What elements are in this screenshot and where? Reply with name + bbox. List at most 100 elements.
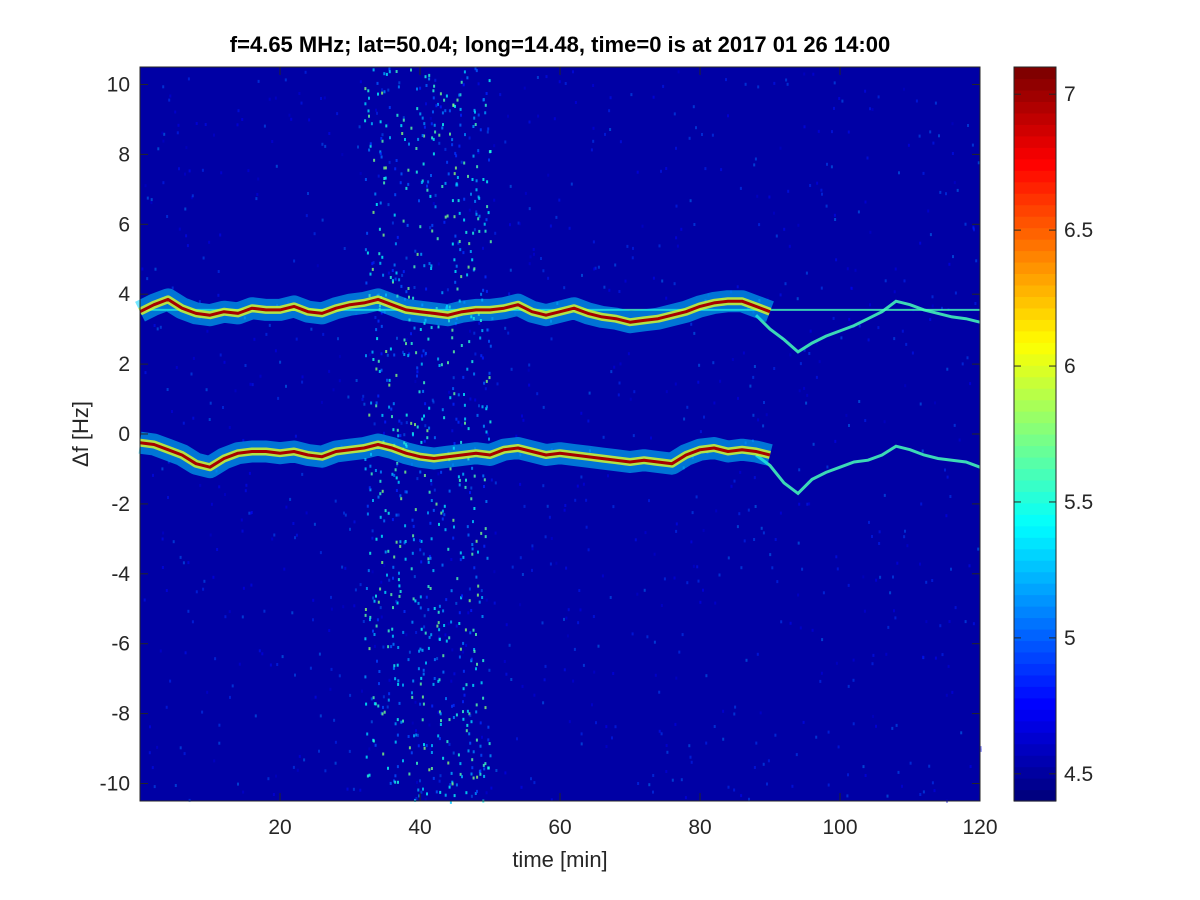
noise-speck <box>558 198 561 202</box>
colorbar-tick-label: 5 <box>1064 627 1076 650</box>
noise-speck <box>896 561 899 565</box>
colorbar-step <box>1014 755 1056 768</box>
noise-speck <box>884 279 887 283</box>
noise-speck <box>471 360 474 364</box>
noise-speck <box>934 401 936 405</box>
noise-speck <box>809 329 812 333</box>
noise-speck <box>423 134 426 138</box>
noise-speck <box>381 561 384 564</box>
noise-speck <box>925 580 928 584</box>
noise-speck <box>471 766 474 770</box>
noise-speck <box>169 679 172 683</box>
noise-speck <box>455 624 458 628</box>
y-tick-label: -2 <box>111 493 130 516</box>
noise-speck <box>428 73 431 77</box>
y-tick-label: 10 <box>107 73 130 96</box>
noise-speck <box>380 368 383 372</box>
noise-speck <box>666 750 669 754</box>
noise-speck <box>536 392 539 396</box>
noise-speck <box>381 255 384 259</box>
noise-speck <box>265 332 268 336</box>
noise-speck <box>779 293 782 297</box>
trace-layer <box>135 288 981 496</box>
noise-speck <box>490 786 493 790</box>
noise-speck <box>475 710 478 714</box>
noise-speck <box>847 773 849 777</box>
noise-speck <box>755 741 758 745</box>
noise-speck <box>465 478 467 482</box>
noise-speck <box>441 111 444 115</box>
noise-speck <box>475 210 478 214</box>
noise-speck <box>381 88 384 92</box>
noise-speck <box>452 518 455 522</box>
noise-speck <box>488 371 491 375</box>
noise-speck <box>237 782 239 786</box>
noise-speck <box>780 620 783 624</box>
noise-speck <box>531 547 534 551</box>
noise-speck <box>834 439 837 443</box>
noise-speck <box>342 605 345 609</box>
noise-speck <box>369 142 372 146</box>
noise-speck <box>472 125 475 128</box>
noise-speck <box>867 338 870 342</box>
noise-speck <box>549 224 552 228</box>
noise-speck <box>377 704 380 708</box>
noise-speck <box>312 618 314 622</box>
noise-speck <box>475 633 477 636</box>
noise-speck <box>396 601 399 605</box>
noise-speck <box>521 573 524 576</box>
noise-speck <box>532 247 535 251</box>
noise-speck <box>479 769 482 773</box>
noise-speck <box>858 400 861 403</box>
noise-speck <box>893 337 896 341</box>
noise-speck <box>183 752 186 756</box>
noise-speck <box>652 774 655 777</box>
noise-speck <box>413 286 416 289</box>
x-axis-label: time [min] <box>512 847 607 872</box>
noise-speck <box>787 189 790 193</box>
noise-speck <box>410 126 413 130</box>
noise-speck <box>348 749 351 753</box>
noise-speck <box>320 97 322 100</box>
noise-speck <box>390 645 393 649</box>
noise-speck <box>626 244 629 248</box>
noise-speck <box>349 527 351 531</box>
noise-speck <box>383 564 386 567</box>
noise-speck <box>731 358 734 361</box>
noise-speck <box>427 608 430 612</box>
noise-speck <box>364 637 367 641</box>
noise-speck <box>324 769 327 773</box>
noise-speck <box>389 781 392 785</box>
noise-speck <box>444 147 447 151</box>
noise-speck <box>400 284 403 288</box>
noise-speck <box>938 134 940 138</box>
noise-speck <box>159 325 162 329</box>
noise-speck <box>469 714 472 717</box>
noise-speck <box>429 587 432 590</box>
noise-speck <box>444 181 447 185</box>
noise-speck <box>863 609 866 613</box>
noise-speck <box>607 474 609 478</box>
noise-speck <box>379 606 382 610</box>
noise-speck <box>384 590 387 594</box>
noise-speck <box>391 627 394 631</box>
noise-speck <box>341 565 344 569</box>
noise-speck <box>257 79 260 83</box>
noise-speck <box>379 587 382 591</box>
colorbar-step <box>1014 445 1056 458</box>
noise-speck <box>261 652 264 656</box>
noise-speck <box>733 479 736 483</box>
noise-speck <box>448 636 451 640</box>
y-tick-label: -8 <box>111 703 130 726</box>
noise-speck <box>442 756 445 760</box>
noise-speck <box>803 72 806 76</box>
noise-speck <box>835 555 838 559</box>
noise-speck <box>754 157 757 161</box>
noise-speck <box>542 701 545 705</box>
noise-speck <box>488 158 490 162</box>
noise-speck <box>605 745 608 748</box>
noise-speck <box>372 358 375 361</box>
noise-speck <box>568 720 571 724</box>
noise-speck <box>411 518 414 522</box>
noise-speck <box>485 500 488 503</box>
